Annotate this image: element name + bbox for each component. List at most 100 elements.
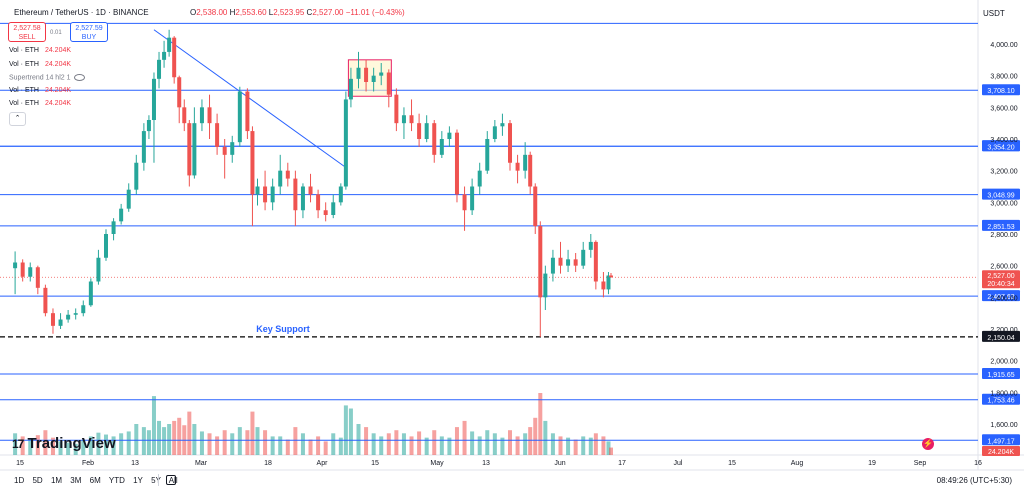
eye-icon[interactable] xyxy=(73,74,85,81)
calendar-icon[interactable] xyxy=(166,475,176,485)
range-ytd[interactable]: YTD xyxy=(108,476,125,485)
candle-body xyxy=(293,178,298,211)
x-tick-label: 16 xyxy=(974,460,982,467)
level-label: 3,048.99 xyxy=(987,193,1014,200)
volume-bar xyxy=(348,408,353,455)
candle-body xyxy=(316,194,321,211)
level-tag xyxy=(982,393,1020,405)
volume-bar xyxy=(356,424,361,455)
x-tick-label: Jul xyxy=(674,460,683,467)
lightning-icon[interactable]: ⚡ xyxy=(922,438,934,450)
volume-tag-label: 24.204K xyxy=(988,449,1014,456)
volume-bar xyxy=(401,433,406,455)
candle-body xyxy=(300,186,305,211)
currency-label[interactable]: USDT xyxy=(983,9,1005,18)
y-tick-label: 3,600.00 xyxy=(990,105,1017,112)
x-tick-label: 15 xyxy=(371,460,379,467)
indicator-row-1[interactable]: Vol · ETH 24.204K xyxy=(9,47,71,54)
level-label: 3,708.10 xyxy=(987,88,1014,95)
candle-body xyxy=(126,189,131,209)
volume-bar xyxy=(538,393,543,455)
volume-bar xyxy=(533,417,538,455)
countdown-label: 20:40:34 xyxy=(987,281,1014,288)
volume-bar xyxy=(447,437,452,455)
candle-body xyxy=(308,186,313,195)
candle-body xyxy=(270,186,275,203)
candle-body xyxy=(470,186,475,211)
candle-body xyxy=(538,226,543,298)
range-5d[interactable]: 5D xyxy=(32,476,43,485)
x-tick-label: 17 xyxy=(618,460,626,467)
x-tick-label: Jun xyxy=(554,460,565,467)
level-label: 2,407.63 xyxy=(987,294,1014,301)
clock-readout[interactable]: 08:49:26 (UTC+5:30) xyxy=(936,476,1012,485)
volume-bar xyxy=(331,433,336,455)
symbol-title[interactable]: Ethereum / TetherUS · 1D · BINANCE xyxy=(14,8,149,17)
volume-bar xyxy=(439,436,444,455)
range-6m[interactable]: 6M xyxy=(89,476,101,485)
candle-body xyxy=(199,107,204,124)
candle-body xyxy=(323,210,328,215)
x-tick-label: Aug xyxy=(791,460,804,467)
buy-button[interactable]: 2,527.59 BUY xyxy=(70,22,108,42)
volume-bar xyxy=(230,433,235,455)
level-tag xyxy=(982,219,1020,231)
candle-body xyxy=(447,132,452,139)
collapse-legend-button[interactable]: ⌃ xyxy=(9,112,26,126)
candle-body xyxy=(394,94,399,124)
volume-bar xyxy=(409,436,414,455)
indicator-value: 24.204K xyxy=(44,47,72,54)
volume-bar xyxy=(199,431,204,455)
volume-bar xyxy=(187,411,192,455)
volume-bar xyxy=(270,436,275,455)
volume-bar xyxy=(528,427,533,455)
level-tag xyxy=(982,188,1020,200)
candle-body xyxy=(13,262,18,269)
indicator-name: Vol · ETH xyxy=(9,100,39,107)
range-5y[interactable]: 5Y xyxy=(151,476,161,485)
candle-body xyxy=(177,77,182,108)
x-tick-label: Mar xyxy=(195,460,208,467)
volume-bar xyxy=(119,433,124,455)
volume-bar xyxy=(177,417,182,455)
ohlc-close: 2,527.00 xyxy=(312,8,344,17)
sell-button[interactable]: 2,527.58 SELL xyxy=(8,22,46,42)
indicator-row-3[interactable]: Supertrend 14 hl2 1 xyxy=(9,74,85,81)
indicator-value: 24.204K xyxy=(44,61,72,68)
volume-bar xyxy=(104,434,108,455)
volume-tag xyxy=(982,446,1020,456)
y-tick-label: 2,600.00 xyxy=(990,264,1017,271)
candle-body xyxy=(593,241,598,282)
range-1m[interactable]: 1M xyxy=(50,476,63,485)
indicator-row-5[interactable]: Vol · ETH 24.204K xyxy=(9,100,71,107)
volume-bar xyxy=(308,439,313,455)
candle-body xyxy=(146,120,151,132)
volume-bar xyxy=(543,420,548,455)
volume-bar xyxy=(523,433,528,455)
volume-bar xyxy=(237,427,242,455)
drawings xyxy=(153,29,392,168)
range-1y[interactable]: 1Y xyxy=(133,476,143,485)
volume-bar xyxy=(167,424,172,455)
candle-body xyxy=(58,319,63,326)
candle-body xyxy=(250,131,255,195)
candle-body xyxy=(533,186,538,227)
range-all[interactable]: All xyxy=(168,476,178,485)
range-1d[interactable]: 1D xyxy=(14,476,25,485)
range-3m[interactable]: 3M xyxy=(70,476,82,485)
indicator-row-2[interactable]: Vol · ETH 24.204K xyxy=(9,61,71,68)
volume-bar xyxy=(432,430,437,455)
candle-body xyxy=(331,202,336,215)
x-tick-label: 13 xyxy=(482,460,490,467)
indicator-row-4[interactable]: Vol · ETH 24.204K xyxy=(9,87,71,94)
x-tick-label: 15 xyxy=(16,460,24,467)
candle-body xyxy=(386,72,391,95)
x-tick-label: Apr xyxy=(317,460,329,467)
volume-bar xyxy=(601,436,606,455)
candle-body xyxy=(167,37,172,52)
volume-bar xyxy=(588,437,593,455)
volume-bar xyxy=(66,442,71,455)
candle-body xyxy=(50,313,55,326)
